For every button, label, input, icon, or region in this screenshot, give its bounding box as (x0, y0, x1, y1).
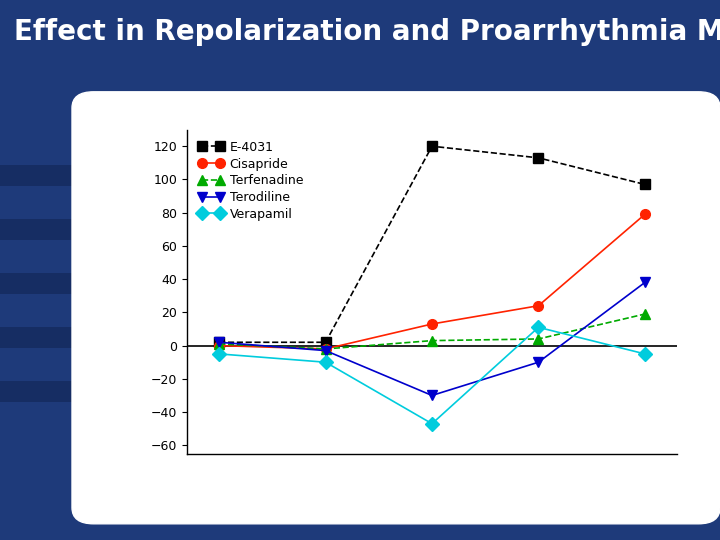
FancyBboxPatch shape (72, 92, 720, 524)
E-4031 (534, 154, 543, 161)
Terfenadine (534, 336, 543, 342)
Line: Verapamil: Verapamil (215, 322, 649, 429)
Terodiline (534, 359, 543, 366)
E-4031 (215, 339, 223, 346)
Bar (0, 165, 94, 186)
Bar (0, 273, 94, 294)
Cisapride (534, 302, 543, 309)
Terodiline (321, 347, 330, 354)
Terodiline (641, 279, 649, 286)
Terfenadine (321, 346, 330, 352)
Verapamil (215, 350, 223, 357)
Cisapride (215, 342, 223, 349)
Cisapride (428, 321, 436, 327)
Line: Terodiline: Terodiline (215, 278, 649, 400)
Terfenadine (215, 341, 223, 347)
E-4031 (321, 339, 330, 346)
Line: Cisapride: Cisapride (215, 210, 649, 354)
Terodiline (215, 339, 223, 346)
Terfenadine (641, 311, 649, 318)
Verapamil (321, 359, 330, 366)
Cisapride (321, 346, 330, 352)
E-4031 (428, 143, 436, 150)
Line: Terfenadine: Terfenadine (215, 309, 649, 354)
Cisapride (641, 211, 649, 218)
Legend: E-4031, Cisapride, Terfenadine, Terodiline, Verapamil: E-4031, Cisapride, Terfenadine, Terodili… (194, 136, 308, 226)
Terfenadine (428, 338, 436, 344)
E-4031 (641, 181, 649, 188)
Verapamil (428, 421, 436, 427)
Line: E-4031: E-4031 (215, 141, 649, 347)
Text: Effect in Repolarization and Proarrhythmia Model: Effect in Repolarization and Proarrhythm… (14, 18, 720, 46)
Terodiline (428, 392, 436, 399)
Bar (0, 327, 94, 348)
Bar (0, 381, 94, 402)
Verapamil (641, 350, 649, 357)
Verapamil (534, 324, 543, 330)
Bar (0, 219, 94, 240)
